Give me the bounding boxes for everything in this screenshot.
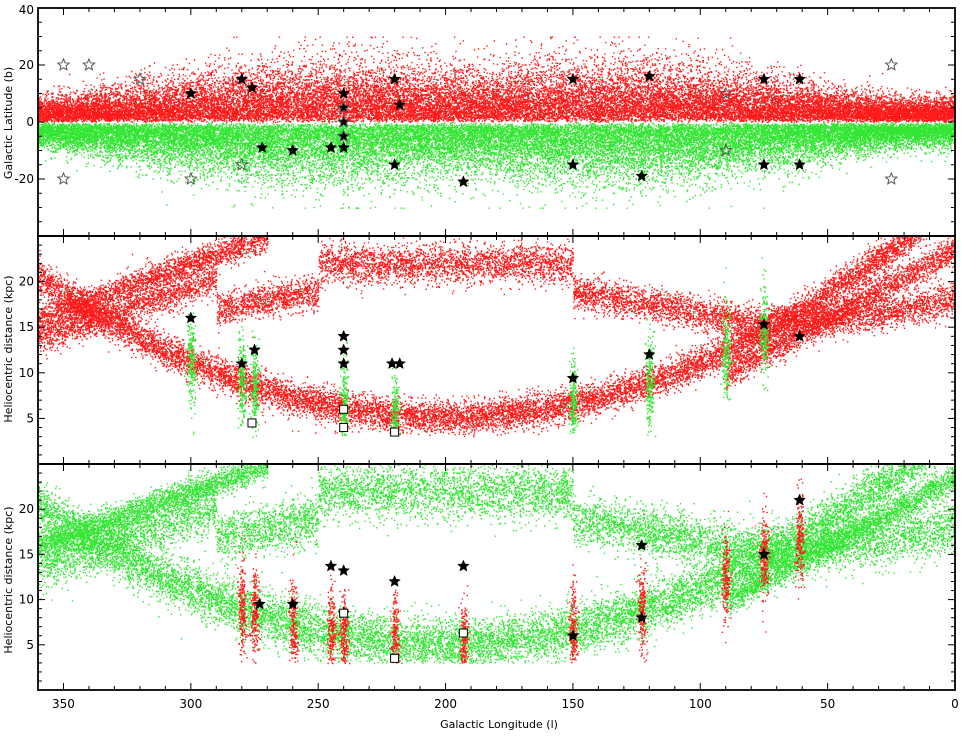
y-tick-label: -20 [14,172,34,186]
x-tick-label: 350 [52,697,75,711]
y-tick-label: 10 [19,366,34,380]
y-tick-label: 40 [19,3,34,17]
y-tick-label: 20 [19,58,34,72]
x-tick-label: 0 [951,697,959,711]
open-square-marker-3 [391,428,399,436]
open-square-marker-0 [340,609,348,617]
y-tick-label: 0 [26,115,34,129]
y-axis-title-middle: Heliocentric distance (kpc) [2,275,15,422]
open-square-marker-0 [248,419,256,427]
open-square-marker-2 [459,629,467,637]
open-square-marker-1 [340,405,348,413]
y-axis-title-bottom: Heliocentric distance (kpc) [2,506,15,653]
y-tick-label: 20 [19,275,34,289]
y-tick-label: 20 [19,502,34,516]
open-square-marker-1 [391,654,399,662]
y-tick-label: 5 [26,411,34,425]
x-tick-label: 50 [820,697,835,711]
x-tick-label: 200 [434,697,457,711]
y-axis-title-top: Galactic Latitude (b) [2,67,15,179]
y-tick-label: 5 [26,638,34,652]
x-tick-label: 300 [179,697,202,711]
open-square-marker-2 [340,424,348,432]
x-tick-label: 150 [561,697,584,711]
x-tick-label: 250 [307,697,330,711]
x-axis-title: Galactic Longitude (l) [440,718,558,731]
y-tick-label: 10 [19,593,34,607]
x-tick-label: 100 [689,697,712,711]
y-tick-label: 15 [19,320,34,334]
y-tick-label: 15 [19,547,34,561]
